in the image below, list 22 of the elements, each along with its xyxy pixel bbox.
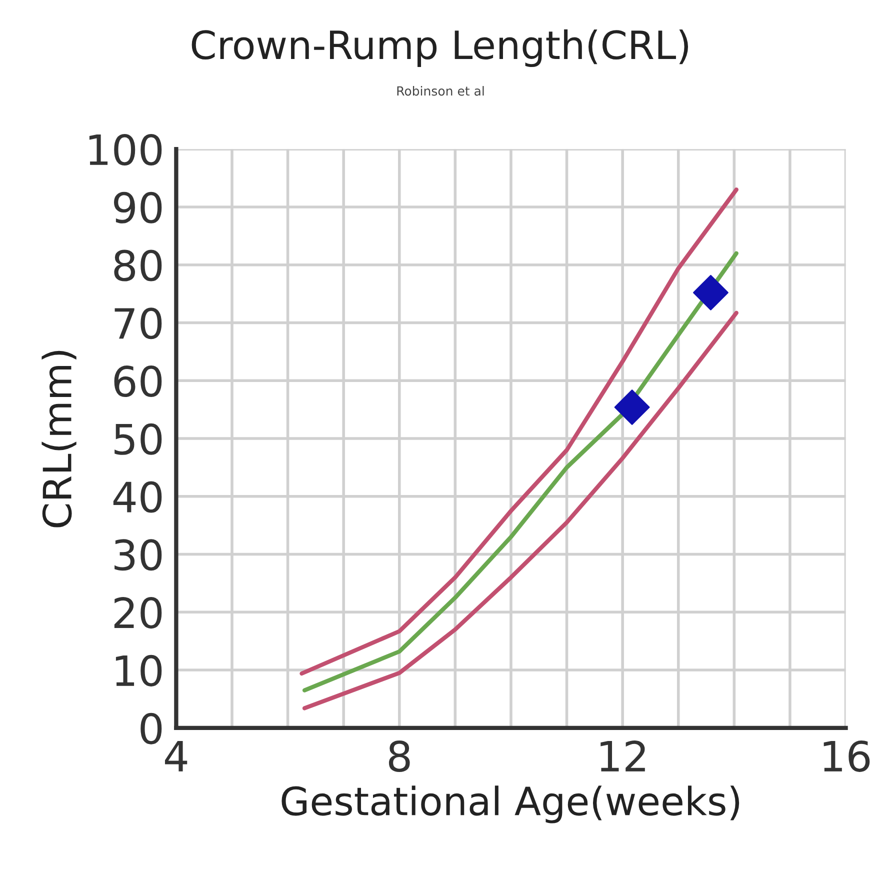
y-tick-label: 10 xyxy=(116,654,162,686)
x-tick-label: 4 xyxy=(164,741,188,772)
y-tick-label: 20 xyxy=(114,597,162,629)
x-tick-label: 12 xyxy=(600,740,645,772)
y-tick-label: 90 xyxy=(114,192,162,224)
y-tick-label: 40 xyxy=(113,481,162,513)
y-tick-label: 60 xyxy=(114,366,162,398)
chart-subtitle: Robinson et al xyxy=(397,86,484,96)
line-series xyxy=(302,310,738,710)
y-tick-label: 0 xyxy=(140,712,162,744)
y-tick-label: 30 xyxy=(114,539,162,571)
line-series xyxy=(300,188,738,676)
y-tick-label: 70 xyxy=(114,308,162,340)
x-tick-label: 16 xyxy=(824,740,870,772)
x-axis-title: Gestational Age(weeks) xyxy=(282,786,740,824)
x-tick-label: 8 xyxy=(388,740,410,772)
y-tick-label: 50 xyxy=(114,423,162,455)
y-axis-title: CRL(mm) xyxy=(42,350,76,528)
y-tick-label: 80 xyxy=(114,250,162,282)
chart-title: Crown-Rump Length(CRL) xyxy=(192,29,688,68)
y-tick-label: 100 xyxy=(89,134,162,166)
line-series xyxy=(302,251,738,692)
